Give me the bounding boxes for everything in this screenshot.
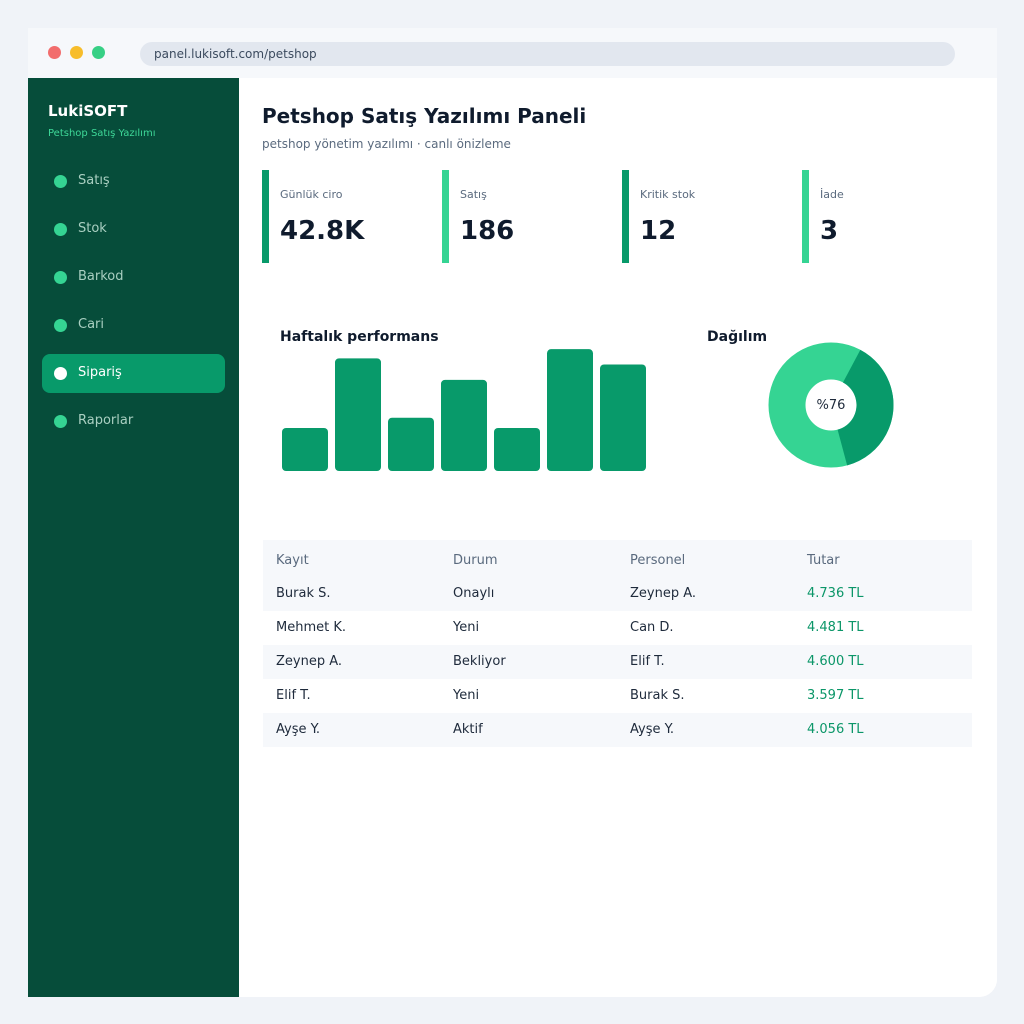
kpi-value: 186 bbox=[460, 216, 515, 246]
sidebar-item-label: Stok bbox=[78, 221, 107, 236]
cell-personel: Burak S. bbox=[630, 688, 685, 703]
kpi-accent-bar bbox=[262, 170, 269, 263]
cell-personel: Elif T. bbox=[630, 654, 665, 669]
kpi-value: 42.8K bbox=[280, 216, 365, 246]
cell-personel: Ayşe Y. bbox=[630, 722, 675, 737]
performance-chart-title: Haftalık performans bbox=[280, 329, 439, 345]
kpi-label: İade bbox=[820, 188, 844, 201]
distribution-chart-title: Dağılım bbox=[707, 329, 768, 345]
kpi-accent-bar bbox=[802, 170, 809, 263]
cell-kayit: Zeynep A. bbox=[276, 654, 343, 669]
cell-tutar: 4.056 TL bbox=[807, 722, 864, 737]
records-table: Kayıt Durum Personel Tutar Burak S. Onay… bbox=[263, 540, 972, 747]
chart-bar bbox=[282, 427, 328, 471]
main-content: Petshop Satış Yazılımı Paneli petshop yö… bbox=[239, 78, 997, 997]
brand-name: LukiSOFT bbox=[48, 102, 128, 120]
cell-kayit: Mehmet K. bbox=[276, 620, 347, 635]
nav-dot-icon bbox=[54, 271, 67, 284]
sidebar: LukiSOFT Petshop Satış Yazılımı Satış St… bbox=[28, 78, 239, 997]
table-header-row: Kayıt Durum Personel Tutar bbox=[263, 540, 972, 577]
kpi-card-returns: İade 3 bbox=[802, 170, 962, 263]
column-header-durum[interactable]: Durum bbox=[453, 553, 498, 568]
kpi-label: Satış bbox=[460, 188, 487, 201]
column-header-personel[interactable]: Personel bbox=[630, 553, 686, 568]
column-header-kayit[interactable]: Kayıt bbox=[276, 553, 309, 568]
table-row[interactable]: Elif T. Yeni Burak S. 3.597 TL bbox=[263, 679, 972, 713]
nav-dot-icon bbox=[54, 175, 67, 188]
browser-window: panel.lukisoft.com/petshop LukiSOFT Pets… bbox=[28, 28, 997, 997]
nav-dot-icon bbox=[54, 367, 67, 380]
sidebar-item-label: Barkod bbox=[78, 269, 124, 284]
page-subtitle: petshop yönetim yazılımı · canlı önizlem… bbox=[262, 137, 511, 151]
cell-kayit: Burak S. bbox=[276, 586, 331, 601]
kpi-card-critical-stock: Kritik stok 12 bbox=[622, 170, 782, 263]
cell-durum: Yeni bbox=[453, 620, 480, 635]
sidebar-item-label: Raporlar bbox=[78, 413, 134, 428]
cell-kayit: Elif T. bbox=[276, 688, 311, 703]
weekly-performance-chart bbox=[282, 349, 646, 471]
cell-personel: Can D. bbox=[630, 620, 674, 635]
maximize-window-dot[interactable] bbox=[92, 46, 105, 59]
close-window-dot[interactable] bbox=[48, 46, 61, 59]
cell-tutar: 4.481 TL bbox=[807, 620, 864, 635]
sidebar-item-satis[interactable]: Satış bbox=[42, 162, 225, 201]
kpi-accent-bar bbox=[442, 170, 449, 263]
kpi-card-sales: Satış 186 bbox=[442, 170, 602, 263]
address-bar[interactable]: panel.lukisoft.com/petshop bbox=[140, 42, 955, 66]
nav-dot-icon bbox=[54, 415, 67, 428]
chart-bar bbox=[600, 364, 646, 471]
sidebar-item-label: Cari bbox=[78, 317, 104, 332]
cell-durum: Bekliyor bbox=[453, 654, 506, 669]
kpi-value: 12 bbox=[640, 216, 677, 246]
cell-tutar: 4.600 TL bbox=[807, 654, 864, 669]
chart-bar bbox=[547, 349, 593, 471]
minimize-window-dot[interactable] bbox=[70, 46, 83, 59]
distribution-donut-chart: %76 bbox=[768, 342, 894, 468]
cell-durum: Yeni bbox=[453, 688, 480, 703]
chart-bar bbox=[441, 379, 487, 471]
cell-durum: Onaylı bbox=[453, 586, 495, 601]
donut-center-label: %76 bbox=[817, 398, 846, 413]
kpi-label: Günlük ciro bbox=[280, 188, 343, 201]
nav-dot-icon bbox=[54, 223, 67, 236]
kpi-label: Kritik stok bbox=[640, 188, 696, 201]
sidebar-item-siparis[interactable]: Sipariş bbox=[42, 354, 225, 393]
table-row[interactable]: Ayşe Y. Aktif Ayşe Y. 4.056 TL bbox=[263, 713, 972, 747]
sidebar-item-barkod[interactable]: Barkod bbox=[42, 258, 225, 297]
brand-subtitle: Petshop Satış Yazılımı bbox=[48, 128, 156, 139]
table-row[interactable]: Burak S. Onaylı Zeynep A. 4.736 TL bbox=[263, 577, 972, 611]
chart-bar bbox=[335, 358, 381, 471]
cell-tutar: 3.597 TL bbox=[807, 688, 864, 703]
sidebar-item-stok[interactable]: Stok bbox=[42, 210, 225, 249]
browser-chrome: panel.lukisoft.com/petshop bbox=[28, 28, 997, 78]
cell-durum: Aktif bbox=[453, 722, 483, 737]
nav-dot-icon bbox=[54, 319, 67, 332]
chart-bar bbox=[494, 427, 540, 471]
cell-tutar: 4.736 TL bbox=[807, 586, 864, 601]
sidebar-item-raporlar[interactable]: Raporlar bbox=[42, 402, 225, 441]
kpi-card-daily-revenue: Günlük ciro 42.8K bbox=[262, 170, 422, 263]
column-header-tutar[interactable]: Tutar bbox=[807, 553, 840, 568]
cell-kayit: Ayşe Y. bbox=[276, 722, 321, 737]
sidebar-item-cari[interactable]: Cari bbox=[42, 306, 225, 345]
kpi-accent-bar bbox=[622, 170, 629, 263]
sidebar-item-label: Sipariş bbox=[78, 365, 122, 380]
table-row[interactable]: Zeynep A. Bekliyor Elif T. 4.600 TL bbox=[263, 645, 972, 679]
kpi-value: 3 bbox=[820, 216, 839, 246]
page-title: Petshop Satış Yazılımı Paneli bbox=[262, 104, 587, 128]
table-row[interactable]: Mehmet K. Yeni Can D. 4.481 TL bbox=[263, 611, 972, 645]
sidebar-item-label: Satış bbox=[78, 173, 110, 188]
chart-bar bbox=[388, 417, 434, 471]
cell-personel: Zeynep A. bbox=[630, 586, 697, 601]
